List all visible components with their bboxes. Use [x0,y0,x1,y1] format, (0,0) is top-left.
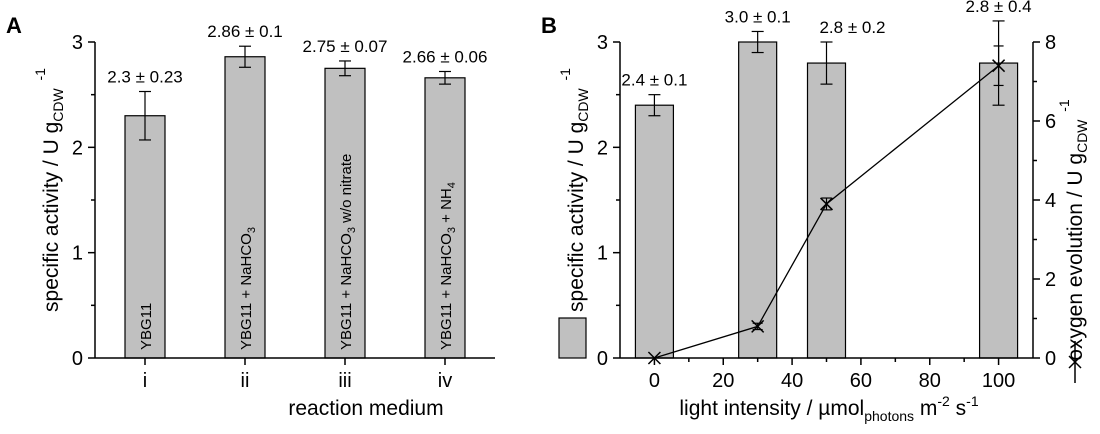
panel-a-y-tick-label-2: 2 [72,137,83,159]
panel-b-line-series [647,45,1006,365]
panel-b-x-tick-label-40: 40 [781,370,803,392]
panel-b-x-tick-label-60: 60 [850,370,872,392]
panel-a-y-tick-label-1: 1 [72,243,83,265]
panel-a-x-tick-label-iv: iv [438,370,452,392]
panel-b-line-marker-b-50 [819,197,834,211]
panel-b-line-marker-b-100 [992,59,1006,73]
panel-a-x-tick-label-i: i [143,370,147,392]
panel-b-left-y-tick-label-2: 2 [597,137,608,159]
panel-a-bar-label-ii: YBG11 + NaHCO3 [238,227,258,350]
panel-b-ylabel-right-main: oxygen evolution / U g [1064,153,1087,361]
panel-b-legend-bar-swatch [558,317,587,359]
panel-b-data-label-100: 2.8 ± 0.4 [966,0,1032,16]
panel-b-xlabel-sub: photons [864,408,914,424]
panel-a-data-label-ii: 2.86 ± 0.1 [207,22,283,41]
panel-a-bar-label-i: YBG11 [138,303,155,350]
panel-b-data-label-50: 2.8 ± 0.2 [819,18,885,37]
panel-b-legend-x-marker-b [1068,355,1082,369]
panel-b-ylabel-right-sup: -1 [1056,99,1072,112]
panel-b-xlabel-main: light intensity / µmol [679,397,864,420]
panel-a-x-tick-label-ii: ii [241,370,250,392]
panel-a-data-label-i: 2.3 ± 0.23 [107,68,183,87]
panel-b-xlabel-tail: m [914,397,937,420]
panel-letter-b: B [541,13,557,38]
panel-a-data-label-iii: 2.75 ± 0.07 [303,37,388,56]
panel-a-data-label-iv: 2.66 ± 0.06 [403,47,488,66]
panel-b-left-y-tick-label-0: 0 [597,348,608,370]
panel-b-bar-50 [806,62,847,359]
panel-b-ylabel-left-sup: -1 [557,68,573,81]
panel-b-x-tick-label-100: 100 [982,370,1015,392]
panel-b-ylabel-right-sub: CDW [1074,119,1090,153]
panel-b: B 2.4 ± 0.1 3.0 ± 0.1 2.8 ± 0.2 2.8 ± 0.4 0… [541,0,1090,424]
panel-b-axes: 0 20 40 60 80 100 0 1 2 3 0 2 4 6 8 [597,32,1056,392]
panel-b-ylabel-left-sub: CDW [575,87,591,121]
panel-a: A 2.3 ± 0.23 YBG11 2.86 ± 0.1 YBG11 + NaHCO… [6,13,495,420]
panel-b-legend-line-symbol [1068,341,1082,383]
panel-a-y-tick-label-0: 0 [72,348,83,370]
panel-b-left-y-tick-label-3: 3 [597,32,608,54]
panel-b-bar-0 [634,104,675,359]
panel-b-right-y-tick-label-4: 4 [1045,190,1056,212]
panel-a-ylabel-sup: -1 [32,68,48,81]
panel-b-data-label-0: 2.4 ± 0.1 [621,71,687,90]
panel-b-bars: 2.4 ± 0.1 3.0 ± 0.1 2.8 ± 0.2 2.8 ± 0.4 [621,0,1032,359]
panel-a-bar-i [124,115,166,359]
panel-letter-a: A [6,13,22,38]
panel-b-x-tick-label-20: 20 [712,370,734,392]
panel-a-bar-iii [324,67,366,359]
panel-a-ylabel-sub: CDW [50,87,66,121]
panel-b-right-y-axis-label: oxygen evolution / U gCDW-1 [1056,99,1090,361]
panel-b-left-y-tick-label-1: 1 [597,243,608,265]
panel-b-bar-30 [738,41,778,359]
panel-a-x-axis-label: reaction medium [288,397,443,420]
panel-b-x-axis-label: light intensity / µmolphotons m-2 s-1 [679,393,978,424]
panel-b-xlabel-tail2: s [950,397,966,420]
panel-a-bar-iv [424,77,466,359]
panel-b-right-y-tick-label-6: 6 [1045,111,1056,133]
panel-b-x-tick-label-80: 80 [919,370,941,392]
panel-a-x-tick-label-iii: iii [338,370,351,392]
panel-b-bar-100 [978,62,1019,359]
panel-b-x-tick-label-0: 0 [649,370,660,392]
panel-a-bars: 2.3 ± 0.23 YBG11 2.86 ± 0.1 YBG11 + NaHCO3 2… [107,22,488,359]
panel-b-line-marker-b-30 [751,319,765,333]
panel-a-bar-label-iii: YBG11 + NaHCO3 w/o nitrate [338,154,358,350]
panel-b-left-y-axis-label: specific activity / U gCDW-1 [557,68,591,312]
panel-a-ylabel-main: specific activity / U g [40,122,63,312]
panel-a-y-tick-label-3: 3 [72,32,83,54]
panel-b-xlabel-sup1: -2 [937,393,950,409]
panel-b-right-y-tick-label-2: 2 [1045,269,1056,291]
panel-a-bar-label-iv: YBG11 + NaHCO3 + NH4 [438,182,458,350]
panel-b-ylabel-left-main: specific activity / U g [565,122,588,312]
panel-b-right-y-tick-label-0: 0 [1045,348,1056,370]
panel-b-data-label-30: 3.0 ± 0.1 [725,7,791,26]
panel-b-oxygen-line [654,65,999,359]
panel-b-xlabel-sup2: -1 [966,393,979,409]
panel-b-right-y-tick-label-8: 8 [1045,32,1056,54]
panel-a-y-axis-label: specific activity / U gCDW-1 [32,68,66,312]
